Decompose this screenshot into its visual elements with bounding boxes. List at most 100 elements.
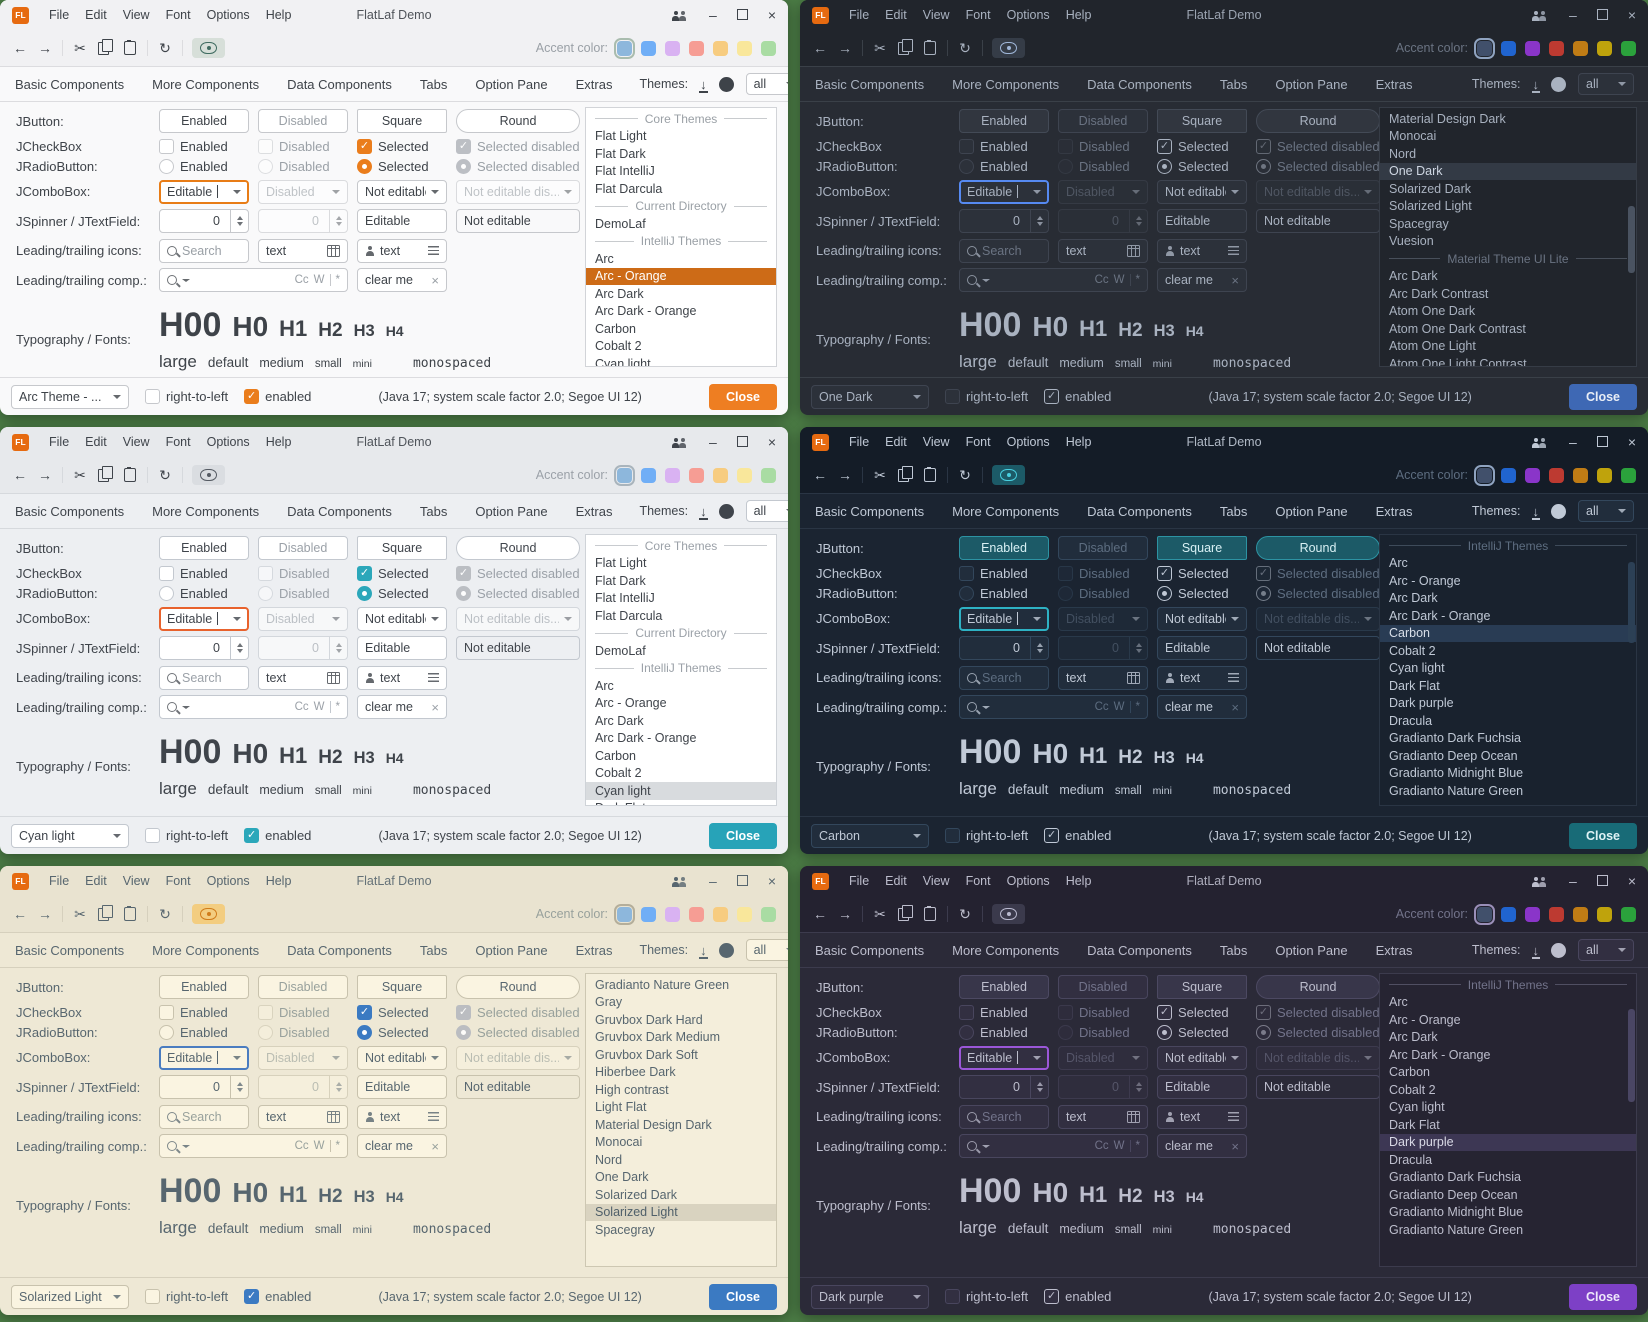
theme-list-item[interactable]: One Dark bbox=[1380, 162, 1636, 180]
theme-list-item[interactable]: Arc Dark bbox=[1389, 269, 1438, 284]
theme-list-item[interactable]: Arc bbox=[595, 251, 614, 266]
enabled-button[interactable]: Enabled bbox=[159, 536, 249, 560]
rtl-checkbox[interactable]: right-to-left bbox=[945, 389, 1028, 404]
menu-item[interactable]: Edit bbox=[885, 874, 907, 888]
tab[interactable]: Data Components bbox=[287, 942, 392, 958]
rtl-checkbox[interactable]: right-to-left bbox=[145, 389, 228, 404]
accent-swatch[interactable] bbox=[1525, 467, 1540, 483]
theme-list-item[interactable]: Gruvbox Dark Medium bbox=[595, 1030, 721, 1045]
textfield-editable[interactable]: Editable bbox=[357, 209, 447, 233]
text-calendar-field[interactable]: text bbox=[1058, 238, 1148, 263]
maximize-button[interactable] bbox=[1596, 874, 1608, 888]
enabled-button[interactable]: Enabled bbox=[159, 975, 249, 999]
forward-button[interactable]: → bbox=[38, 467, 52, 483]
theme-list-item[interactable]: Nord bbox=[1389, 146, 1417, 161]
square-button[interactable]: Square bbox=[357, 975, 447, 999]
download-themes-button[interactable]: ↓ bbox=[699, 942, 708, 959]
back-button[interactable]: ← bbox=[13, 906, 27, 922]
theme-list-item[interactable]: Gradianto Midnight Blue bbox=[1389, 1205, 1524, 1220]
tab[interactable]: Extras bbox=[1375, 503, 1413, 519]
back-button[interactable]: ← bbox=[13, 40, 27, 56]
theme-combobox[interactable]: Arc Theme - ... bbox=[11, 384, 129, 409]
theme-list-item[interactable]: One Dark bbox=[595, 1170, 649, 1185]
theme-list-item[interactable]: Cobalt 2 bbox=[1389, 643, 1436, 658]
theme-list-item[interactable]: Flat Dark bbox=[595, 146, 646, 161]
rtl-checkbox[interactable]: right-to-left bbox=[145, 1289, 228, 1304]
tab[interactable]: Tabs bbox=[1219, 942, 1248, 958]
minimize-button[interactable]: – bbox=[709, 434, 717, 450]
accent-swatch[interactable] bbox=[1549, 467, 1564, 483]
accent-swatch[interactable] bbox=[1473, 903, 1496, 925]
tab[interactable]: Tabs bbox=[419, 942, 448, 958]
square-button[interactable]: Square bbox=[1157, 536, 1247, 560]
match-case-button[interactable]: Cc bbox=[1094, 274, 1109, 286]
clear-me-field[interactable]: clear me × bbox=[1157, 268, 1247, 292]
whole-word-button[interactable]: W bbox=[313, 701, 325, 713]
whole-word-button[interactable]: W bbox=[313, 1140, 325, 1152]
menu-item[interactable]: Help bbox=[265, 874, 292, 888]
match-case-button[interactable]: Cc bbox=[294, 701, 309, 713]
rtl-checkbox[interactable]: right-to-left bbox=[945, 1289, 1028, 1304]
spinner-enabled[interactable]: 0 bbox=[159, 209, 249, 233]
round-button[interactable]: Round bbox=[1256, 536, 1380, 560]
menu-item[interactable]: Edit bbox=[85, 8, 107, 22]
calendar-icon[interactable] bbox=[327, 671, 340, 684]
clear-icon[interactable]: × bbox=[431, 699, 439, 715]
clear-icon[interactable]: × bbox=[1231, 1138, 1239, 1154]
theme-list-item[interactable]: Atom One Light bbox=[1389, 339, 1476, 354]
theme-list-item[interactable]: Solarized Light bbox=[1389, 199, 1472, 214]
calendar-icon[interactable] bbox=[1127, 244, 1140, 257]
theme-list-item[interactable]: Gradianto Nature Green bbox=[595, 977, 730, 992]
accent-swatch[interactable] bbox=[1597, 906, 1612, 922]
tab[interactable]: Extras bbox=[1375, 942, 1413, 958]
theme-list-item[interactable]: Arc - Orange bbox=[586, 267, 776, 285]
menu-item[interactable]: Font bbox=[165, 435, 191, 449]
theme-list-item[interactable]: Arc - Orange bbox=[1389, 573, 1461, 588]
textfield-editable[interactable]: Editable bbox=[357, 1075, 447, 1099]
theme-list-item[interactable]: DemoLaf bbox=[595, 216, 646, 231]
theme-list-item[interactable]: Flat Light bbox=[595, 129, 647, 144]
search-field[interactable]: Search bbox=[959, 665, 1049, 690]
tab[interactable]: Basic Components bbox=[15, 76, 125, 92]
spinner-buttons[interactable] bbox=[1030, 210, 1048, 232]
radio-enabled[interactable]: Enabled bbox=[159, 1025, 249, 1040]
theme-list-item[interactable]: Flat IntelliJ bbox=[595, 591, 655, 606]
tab[interactable]: Tabs bbox=[419, 76, 448, 92]
spinner-buttons[interactable] bbox=[230, 210, 248, 232]
theme-list-item[interactable]: Arc Dark - Orange bbox=[595, 304, 697, 319]
theme-list-item[interactable]: Solarized Dark bbox=[595, 1187, 677, 1202]
theme-list-item[interactable]: Carbon bbox=[1389, 1065, 1430, 1080]
regex-button[interactable]: * bbox=[1135, 1140, 1140, 1152]
github-icon[interactable] bbox=[718, 942, 734, 958]
github-icon[interactable] bbox=[718, 76, 734, 92]
theme-list-item[interactable]: Light Flat bbox=[595, 1100, 647, 1115]
cut-button[interactable]: ✂ bbox=[874, 39, 886, 56]
theme-list-item[interactable]: Arc Dark - Orange bbox=[1389, 1047, 1491, 1062]
theme-list-item[interactable]: Arc Dark bbox=[1389, 1030, 1438, 1045]
enabled-button[interactable]: Enabled bbox=[159, 109, 249, 133]
theme-list-item[interactable]: IntelliJ Themes bbox=[586, 660, 776, 678]
accent-swatch[interactable] bbox=[1573, 906, 1588, 922]
theme-list-item[interactable]: Gradianto Deep Ocean bbox=[1389, 748, 1518, 763]
users-icon[interactable] bbox=[1532, 436, 1549, 448]
accent-swatch[interactable] bbox=[1621, 40, 1636, 56]
theme-list-item[interactable]: Current Directory bbox=[586, 625, 776, 643]
accent-swatch[interactable] bbox=[665, 906, 680, 922]
accent-swatch[interactable] bbox=[613, 903, 636, 925]
paste-button[interactable] bbox=[122, 466, 138, 482]
download-themes-button[interactable]: ↓ bbox=[1531, 942, 1540, 959]
theme-list-item[interactable]: High contrast bbox=[595, 1082, 669, 1097]
minimize-button[interactable]: – bbox=[709, 7, 717, 23]
theme-combobox[interactable]: One Dark bbox=[811, 384, 929, 409]
theme-list-item[interactable]: Monocai bbox=[1389, 129, 1437, 144]
text-calendar-field[interactable]: text bbox=[258, 665, 348, 690]
themes-list[interactable]: Material Design Dark Monocai Nord bbox=[1379, 107, 1637, 367]
theme-list-item[interactable]: IntelliJ Themes bbox=[1380, 537, 1636, 555]
tab[interactable]: More Components bbox=[152, 942, 260, 958]
theme-combobox[interactable]: Carbon bbox=[811, 823, 929, 848]
enabled-button[interactable]: Enabled bbox=[959, 975, 1049, 999]
theme-list-item[interactable]: Atom One Light Contrast bbox=[1389, 356, 1527, 367]
regex-button[interactable]: * bbox=[335, 1140, 340, 1152]
menu-item[interactable]: File bbox=[849, 435, 870, 449]
accent-swatch[interactable] bbox=[689, 467, 704, 483]
